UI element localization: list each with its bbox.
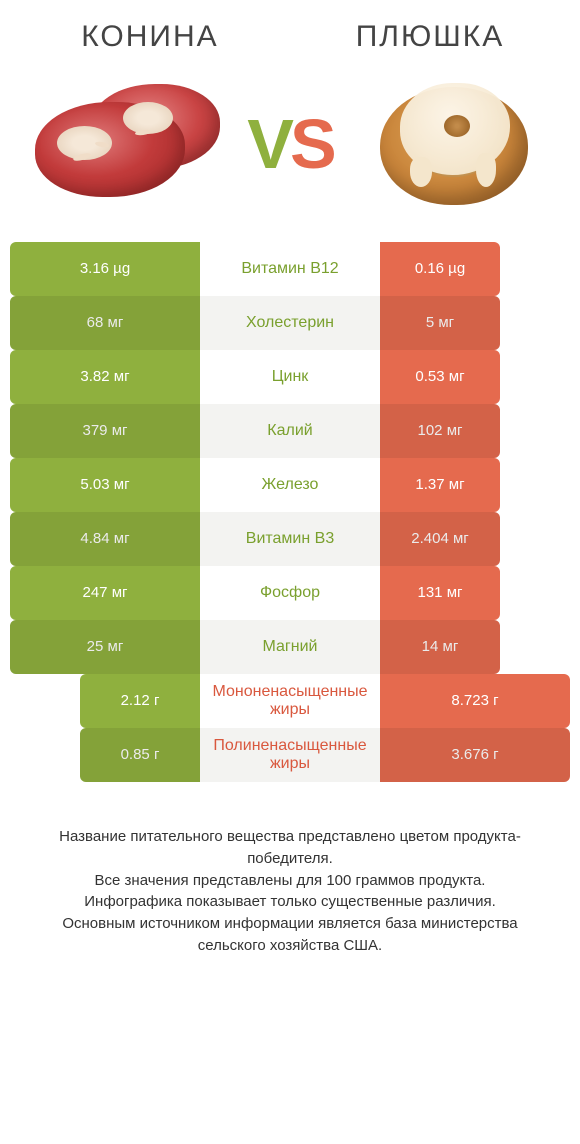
- footer-line: Основным источником информации является …: [28, 913, 552, 957]
- nutrient-label-cell: Магний: [200, 620, 380, 674]
- left-value-cell: 5.03 мг: [10, 458, 200, 512]
- left-value-cell: 4.84 мг: [10, 512, 200, 566]
- table-row: 68 мгХолестерин5 мг: [10, 296, 570, 350]
- right-value-cell: 102 мг: [380, 404, 500, 458]
- right-value-cell: 3.676 г: [380, 728, 570, 782]
- left-value-cell: 0.85 г: [80, 728, 200, 782]
- left-value-cell: 3.16 µg: [10, 242, 200, 296]
- table-row: 25 мгМагний14 мг: [10, 620, 570, 674]
- left-value-cell: 379 мг: [10, 404, 200, 458]
- right-value-cell: 8.723 г: [380, 674, 570, 728]
- left-value-cell: 247 мг: [10, 566, 200, 620]
- nutrient-label-cell: Фосфор: [200, 566, 380, 620]
- right-value-cell: 1.37 мг: [380, 458, 500, 512]
- right-value-cell: 0.16 µg: [380, 242, 500, 296]
- nutrient-label-cell: Железо: [200, 458, 380, 512]
- right-value-cell: 5 мг: [380, 296, 500, 350]
- table-row: 4.84 мгВитамин B32.404 мг: [10, 512, 570, 566]
- nutrient-label-cell: Мононенасыщенные жиры: [200, 674, 380, 728]
- footer-line: Инфографика показывает только существенн…: [28, 891, 552, 913]
- left-product-image: [30, 74, 220, 214]
- hero-row: VS: [10, 74, 570, 242]
- table-row: 247 мгФосфор131 мг: [10, 566, 570, 620]
- nutrient-label-cell: Калий: [200, 404, 380, 458]
- nutrient-label-cell: Холестерин: [200, 296, 380, 350]
- right-value-cell: 131 мг: [380, 566, 500, 620]
- left-value-cell: 25 мг: [10, 620, 200, 674]
- left-product-title: КОНИНА: [10, 20, 290, 54]
- table-row: 2.12 гМононенасыщенные жиры8.723 г: [10, 674, 570, 728]
- table-row: 0.85 гПолиненасыщенные жиры3.676 г: [10, 728, 570, 782]
- vs-label: VS: [247, 104, 332, 184]
- vs-v: V: [247, 105, 290, 183]
- nutrient-label-cell: Цинк: [200, 350, 380, 404]
- table-row: 379 мгКалий102 мг: [10, 404, 570, 458]
- footer-line: Название питательного вещества представл…: [28, 826, 552, 870]
- meat-icon: [35, 84, 215, 204]
- right-value-cell: 0.53 мг: [380, 350, 500, 404]
- table-row: 5.03 мгЖелезо1.37 мг: [10, 458, 570, 512]
- footer-line: Все значения представлены для 100 граммо…: [28, 870, 552, 892]
- comparison-table: 3.16 µgВитамин B120.16 µg68 мгХолестерин…: [10, 242, 570, 782]
- right-value-cell: 2.404 мг: [380, 512, 500, 566]
- nutrient-label-cell: Витамин B3: [200, 512, 380, 566]
- nutrient-label-cell: Витамин B12: [200, 242, 380, 296]
- left-value-cell: 2.12 г: [80, 674, 200, 728]
- bun-icon: [380, 79, 530, 209]
- left-value-cell: 3.82 мг: [10, 350, 200, 404]
- nutrient-label-cell: Полиненасыщенные жиры: [200, 728, 380, 782]
- right-value-cell: 14 мг: [380, 620, 500, 674]
- footer-notes: Название питательного вещества представл…: [10, 826, 570, 957]
- right-product-title: ПЛЮШКА: [290, 20, 570, 54]
- vs-s: S: [290, 105, 333, 183]
- left-value-cell: 68 мг: [10, 296, 200, 350]
- table-row: 3.16 µgВитамин B120.16 µg: [10, 242, 570, 296]
- titles-row: КОНИНА ПЛЮШКА: [10, 20, 570, 54]
- right-product-image: [360, 74, 550, 214]
- table-row: 3.82 мгЦинк0.53 мг: [10, 350, 570, 404]
